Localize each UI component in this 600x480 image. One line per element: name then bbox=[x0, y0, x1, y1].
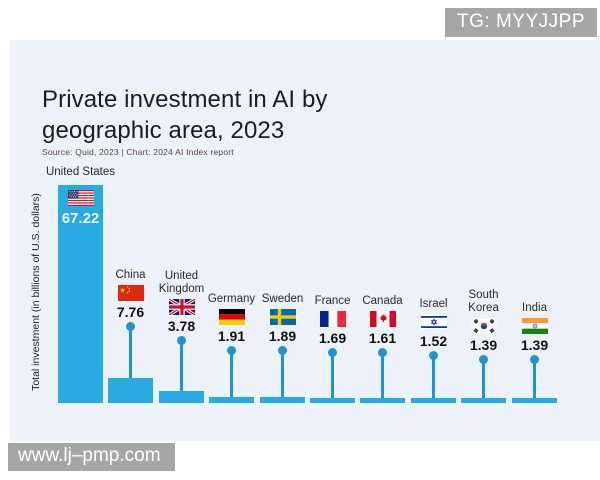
flag-il-icon bbox=[420, 314, 447, 330]
bar-label-germany: Germany bbox=[207, 293, 256, 305]
label-stack-israel: Israel 1.52 bbox=[403, 298, 465, 349]
stem-canada bbox=[381, 352, 384, 398]
stem-dot-canada bbox=[378, 347, 387, 357]
bar-value-india: 1.39 bbox=[520, 337, 549, 353]
stem-dot-sweden bbox=[278, 345, 287, 355]
tg-badge: TG: MYYJJPP bbox=[445, 8, 597, 37]
label-stack-united-kingdom: United Kingdom 3.78 bbox=[151, 270, 213, 334]
bar-value-china: 7.76 bbox=[116, 304, 145, 320]
bar-label-united-kingdom: United Kingdom bbox=[158, 270, 205, 295]
stem-united-kingdom bbox=[180, 340, 183, 391]
bar-value-united-states: 67.22 bbox=[61, 210, 100, 227]
flag-kr-icon bbox=[470, 318, 497, 334]
label-stack-canada: Canada 1.61 bbox=[352, 295, 414, 346]
stem-india bbox=[533, 359, 536, 398]
flag-in-icon bbox=[521, 318, 548, 334]
bar-value-sweden: 1.89 bbox=[268, 328, 297, 344]
bar-value-south-korea: 1.39 bbox=[469, 337, 498, 353]
bar-label-france: France bbox=[314, 295, 351, 307]
stem-dot-india bbox=[530, 354, 539, 364]
flag-fr-icon bbox=[319, 311, 346, 327]
chart-title: Private investment in AI by geographic a… bbox=[42, 84, 462, 146]
stem-dot-united-kingdom bbox=[177, 335, 186, 345]
bar-label-south-korea: South Korea bbox=[468, 289, 499, 314]
stem-south-korea bbox=[482, 359, 485, 398]
stem-dot-france bbox=[328, 347, 337, 357]
bar-canada bbox=[360, 398, 405, 403]
bar-label-sweden: Sweden bbox=[261, 293, 304, 305]
bar-united-states bbox=[58, 185, 103, 403]
bar-label-canada: Canada bbox=[362, 295, 403, 307]
bar-value-canada: 1.61 bbox=[368, 330, 397, 346]
bar-germany bbox=[209, 397, 254, 403]
bar-value-united-kingdom: 3.78 bbox=[167, 318, 196, 334]
bar-label-india: India bbox=[522, 302, 547, 314]
bar-united-kingdom bbox=[159, 391, 204, 403]
stem-dot-china bbox=[126, 321, 135, 331]
chart-panel bbox=[10, 40, 600, 441]
stem-dot-south-korea bbox=[479, 354, 488, 364]
stem-dot-germany bbox=[227, 345, 236, 355]
stem-sweden bbox=[281, 350, 284, 397]
flag-ca-icon bbox=[369, 311, 396, 327]
stem-germany bbox=[230, 350, 233, 397]
stem-china bbox=[129, 326, 132, 378]
bar-value-france: 1.69 bbox=[318, 330, 347, 346]
bar-label-china: China bbox=[115, 269, 146, 281]
bar-value-israel: 1.52 bbox=[419, 333, 448, 349]
bar-china bbox=[108, 378, 153, 403]
bar-label-united-states: United States bbox=[45, 166, 116, 178]
flag-cn-icon bbox=[117, 285, 144, 301]
bar-south-korea bbox=[461, 398, 506, 403]
label-stack-germany: Germany 1.91 bbox=[201, 293, 263, 344]
flag-de-icon bbox=[218, 309, 245, 325]
chart-title-line-1: Private investment in AI by bbox=[42, 86, 328, 113]
bar-france bbox=[310, 398, 355, 403]
bar-value-germany: 1.91 bbox=[217, 328, 246, 344]
watermark: www.lj–pmp.com bbox=[8, 443, 175, 471]
label-stack-china: China 7.76 bbox=[100, 269, 162, 320]
bar-israel bbox=[411, 398, 456, 403]
label-stack-south-korea: South Korea 1.39 bbox=[453, 289, 515, 353]
label-stack-france: France 1.69 bbox=[302, 295, 364, 346]
flag-us-icon bbox=[67, 190, 94, 206]
stem-dot-israel bbox=[429, 350, 438, 360]
chart-source: Source: Quid, 2023 | Chart: 2024 AI Inde… bbox=[42, 147, 234, 157]
flag-se-icon bbox=[269, 309, 296, 325]
flag-gb-icon bbox=[168, 299, 195, 315]
label-stack-india: India 1.39 bbox=[504, 302, 566, 353]
chart-title-line-2: geographic area, 2023 bbox=[42, 117, 285, 144]
bar-india bbox=[512, 398, 557, 403]
bar-sweden bbox=[260, 397, 305, 403]
stem-israel bbox=[432, 355, 435, 398]
bar-label-israel: Israel bbox=[419, 298, 448, 310]
stem-france bbox=[331, 352, 334, 398]
label-stack-sweden: Sweden 1.89 bbox=[252, 293, 314, 344]
